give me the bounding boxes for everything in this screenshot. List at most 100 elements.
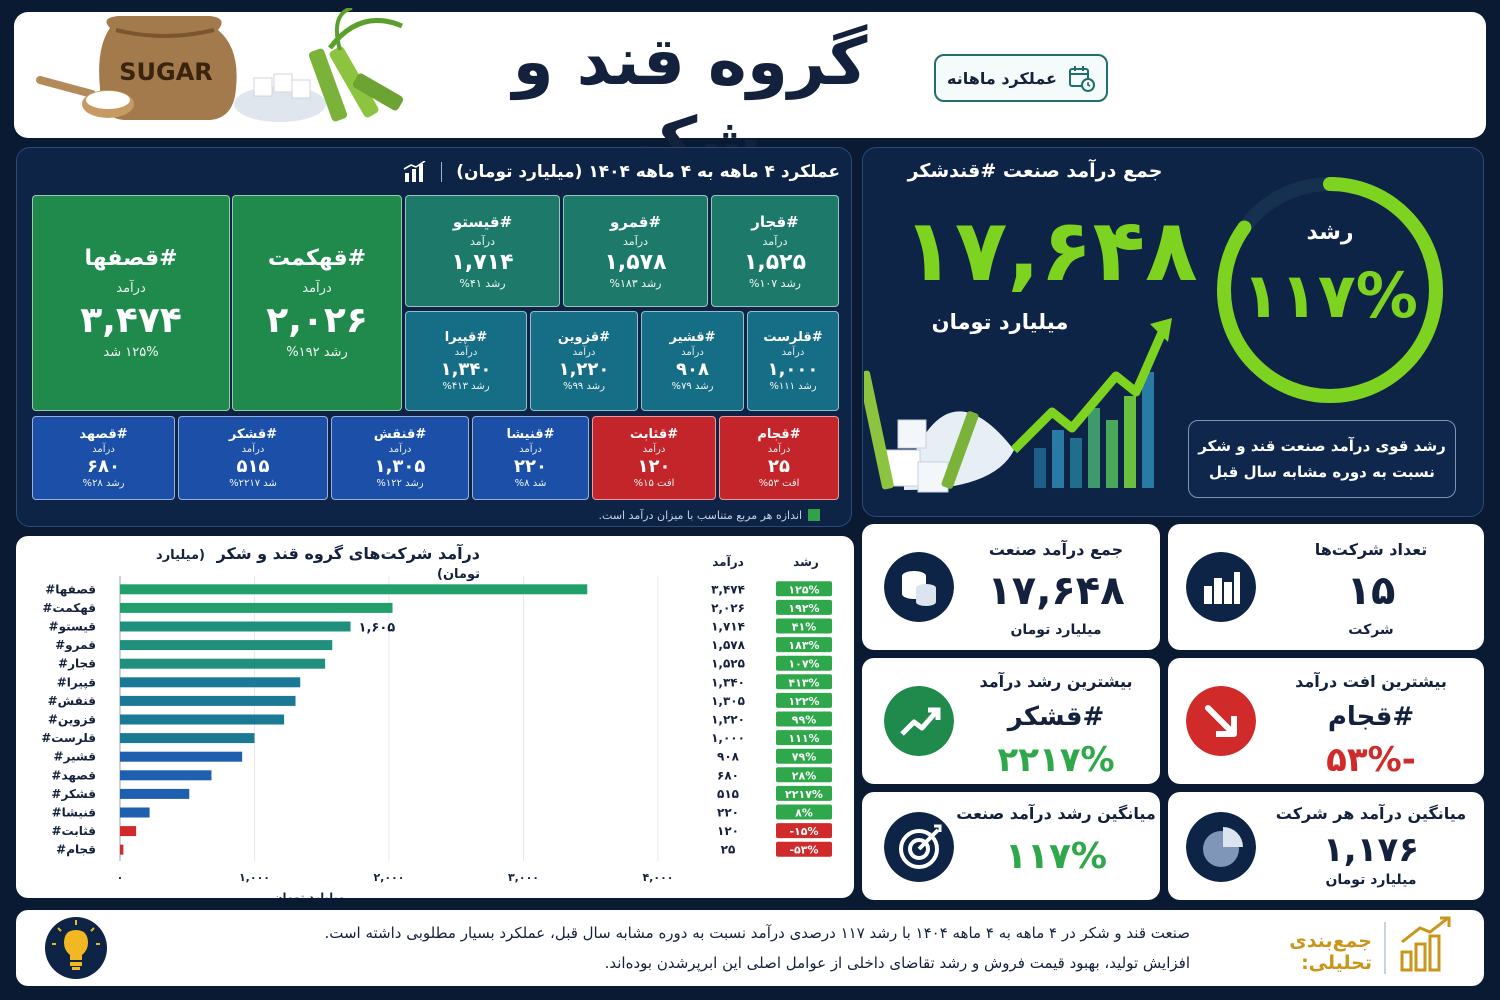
growth-badge [776, 599, 832, 615]
kpi-card-avg-revenue: میانگین درآمد هر شرکت ۱,۱۷۶ میلیارد توما… [1168, 792, 1484, 900]
growth-value: ۱۱۷% [1242, 259, 1418, 332]
coins-icon [884, 552, 954, 622]
tile-value: ۲,۰۲۶ [266, 300, 368, 341]
footer-line2: افزایش تولید، بهبود قیمت فروش و رشد تقاض… [604, 954, 1190, 972]
footer-divider [1384, 922, 1386, 974]
category-label: #قشیر [54, 750, 97, 764]
growth-badge [776, 730, 832, 746]
tile-name: #قصفها [84, 246, 178, 271]
x-tick-label: ۳,۰۰۰ [508, 871, 539, 884]
bar [120, 807, 150, 818]
bar [120, 733, 255, 744]
tile-value: ۱,۵۲۵ [743, 249, 807, 275]
tile-value: ۲۵ [768, 456, 790, 477]
kpi-unit: شرکت [1348, 622, 1394, 638]
tile-growth: رشد ۱۸۳% [609, 276, 662, 290]
tile-growth: رشد ۱۹۲% [286, 345, 348, 360]
value-label: ۱,۳۰۵ [711, 694, 745, 708]
footer-line1: صنعت قند و شکر در ۴ ماهه به ۴ ماهه ۱۴۰۴ … [324, 924, 1190, 942]
value-label: ۱,۵۷۸ [711, 638, 746, 652]
growth-label: ۹۹% [792, 714, 816, 727]
treemap-tile: #قصهد درآمد ۶۸۰ رشد ۲۸% [32, 416, 175, 500]
tile-value: ۵۱۵ [236, 456, 270, 477]
value-label: ۵۱۵ [717, 787, 739, 801]
tile-label: درآمد [572, 347, 596, 358]
bar [120, 584, 588, 595]
footer-text: صنعت قند و شکر در ۴ ماهه به ۴ ماهه ۱۴۰۴ … [130, 918, 1190, 980]
tile-name: #قنیشا [506, 427, 555, 442]
kpi-value: -۵۳% [1326, 740, 1416, 780]
tile-label: درآمد [781, 347, 805, 358]
tile-name: #قلرست [763, 330, 823, 345]
category-label: #قلرست [41, 731, 96, 745]
growth-illustration [864, 318, 1172, 493]
tile-growth: شد ۸% [514, 478, 547, 489]
lightbulb-icon [45, 917, 107, 979]
tile-value: ۱۲۰ [637, 456, 671, 477]
arrow-down-icon [1186, 686, 1256, 756]
growth-badge [776, 581, 832, 597]
tile-label: درآمد [762, 234, 788, 248]
bar [120, 844, 124, 855]
monthly-performance-badge: عملکرد ماهانه [934, 54, 1108, 102]
value-label: ۲۲۰ [717, 806, 739, 820]
kpi-card-top-drop: بیشترین افت درآمد #قجام -۵۳% [1168, 658, 1484, 784]
bar [120, 621, 351, 632]
tile-value: ۱,۲۲۰ [558, 359, 610, 380]
growth-badge [776, 711, 832, 727]
tile-growth: رشد ۱۰۷% [749, 276, 801, 290]
tile-label: درآمد [681, 347, 704, 358]
kpi-unit: میلیارد تومان [1325, 872, 1417, 888]
growth-label: -۱۵% [789, 825, 818, 838]
bar [120, 788, 190, 799]
growth-chart-icon [1400, 916, 1451, 972]
growth-label: ۱۱۱% [788, 732, 819, 745]
legend-square-icon [808, 509, 820, 521]
treemap-tile: #قثابت درآمد ۱۲۰ افت ۱۵% [592, 416, 716, 500]
growth-note-line1: رشد قوی درآمد صنعت قند و شکر [1198, 437, 1446, 455]
tile-label: درآمد [454, 347, 478, 358]
tile-value: ۲۲۰ [514, 456, 547, 477]
footer-summary [16, 910, 1484, 986]
bar [120, 695, 296, 706]
treemap-tile: #قزوین درآمد ۱,۲۲۰ رشد ۹۹% [530, 311, 638, 411]
tile-value: ۱,۳۰۵ [374, 456, 426, 477]
kpi-company: #قجام [1327, 702, 1415, 732]
growth-badge [776, 618, 832, 634]
industry-unit: میلیارد تومان [931, 310, 1069, 334]
tile-label: درآمد [767, 444, 791, 455]
tile-label: درآمد [470, 234, 495, 248]
treemap-tile: #قشیر درآمد ۹۰۸ رشد ۷۹% [641, 311, 744, 411]
value-label: ۱,۰۰۰ [711, 731, 745, 745]
category-label: #قمرو [55, 638, 96, 653]
pie-chart-icon [1186, 812, 1256, 882]
tile-value: ۹۰۸ [676, 359, 709, 380]
growth-label: ۱۹۲% [788, 602, 819, 615]
kpi-title: تعداد شرکت‌ها [1314, 540, 1428, 559]
treemap-tile: #قیستو درآمد ۱,۷۱۴ رشد ۴۱% [405, 195, 560, 307]
tile-label: درآمد [241, 444, 265, 455]
treemap-note-text: اندازه هر مربع متناسب با میزان درآمد است… [598, 508, 802, 522]
growth-badge [776, 674, 832, 690]
kpi-card-companies: تعداد شرکت‌ها ۱۵ شرکت [1168, 524, 1484, 650]
kpi-card-revenue: جمع درآمد صنعت ۱۷,۶۴۸ میلیارد تومان [862, 524, 1160, 650]
treemap-tile: #قلرست درآمد ۱,۰۰۰ رشد ۱۱۱% [747, 311, 839, 411]
growth-badge [776, 637, 832, 653]
tile-label: درآمد [116, 281, 146, 296]
growth-ring-arc [1217, 177, 1443, 403]
x-tick-label: ۰ [117, 871, 124, 884]
kpi-title: میانگین درآمد هر شرکت [1275, 804, 1467, 823]
tile-label: درآمد [302, 281, 332, 296]
tile-value: ۱,۰۰۰ [767, 359, 819, 380]
tile-label: درآمد [519, 444, 542, 455]
revenue-bar-chart: ۰ ۱,۰۰۰ ۲,۰۰۰ ۳,۰۰۰ ۴,۰۰۰ میلیارد تومان درآمد ر… [41, 554, 832, 898]
tile-growth: رشد ۴۱۳% [442, 381, 490, 392]
x-tick-label: ۴,۰۰۰ [642, 871, 673, 884]
bar [120, 714, 285, 725]
tile-growth: رشد ۷۹% [671, 381, 714, 392]
bar [120, 826, 137, 837]
tile-growth: رشد ۹۹% [563, 381, 605, 392]
growth-badge [776, 841, 832, 857]
tile-name: #قشیر [669, 330, 716, 345]
value-label: ۲۵ [721, 843, 736, 857]
